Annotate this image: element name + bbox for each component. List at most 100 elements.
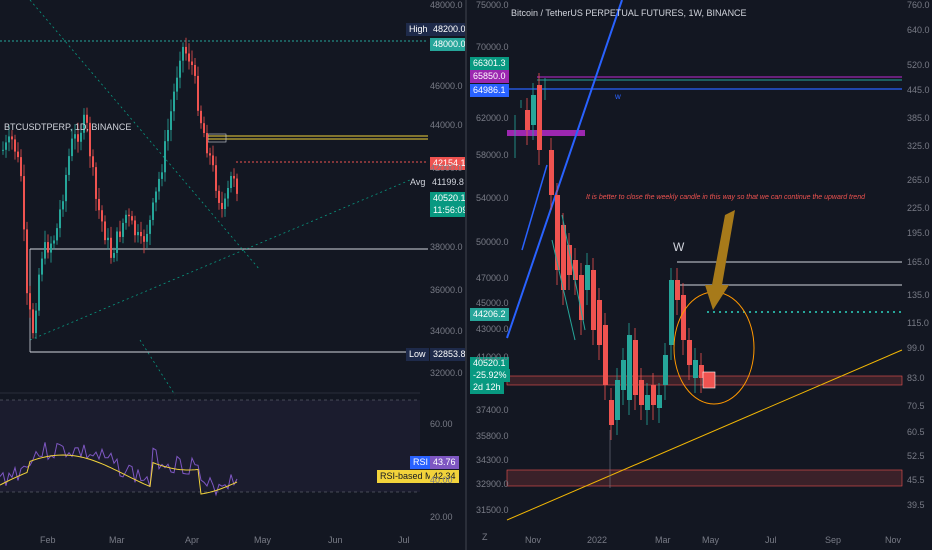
avg-label: Avg xyxy=(410,177,426,187)
candle-body xyxy=(155,191,157,203)
candle-body xyxy=(573,260,578,280)
candle-body xyxy=(188,53,190,62)
change-tag: -25.92% xyxy=(470,369,510,382)
left-time-axis-label: Mar xyxy=(109,535,125,545)
candle-body xyxy=(80,132,82,142)
candle-body xyxy=(71,138,73,157)
right-axis-label: 165.0 xyxy=(907,257,930,267)
level-42154-tag: 42154.1 xyxy=(430,157,465,170)
right-axis-label: 115.0 xyxy=(907,318,929,328)
left-chart-title: BTCUSDTPERP, 1D, BINANCE xyxy=(4,122,132,132)
left-chart-canvas[interactable] xyxy=(0,0,465,550)
rsi-ma-value-tag: 42.34 xyxy=(430,470,459,483)
candle-body xyxy=(203,123,205,133)
candle-body xyxy=(149,219,151,234)
right-axis-label: 195.0 xyxy=(907,228,930,238)
candle-body xyxy=(101,210,103,222)
candle-body xyxy=(5,142,7,150)
candle-body xyxy=(26,229,28,294)
right-axis-label: 83.0 xyxy=(907,373,925,383)
left-time-axis-label: Feb xyxy=(40,535,56,545)
candle-body xyxy=(173,91,175,112)
countdown-tag: 11:56:09 xyxy=(430,204,465,217)
candle-body xyxy=(597,300,602,345)
left-time-axis-label: May xyxy=(254,535,272,545)
right-time-axis-label: Nov xyxy=(885,535,902,545)
candle-body xyxy=(224,198,226,210)
candle-body xyxy=(609,400,614,425)
candle-body xyxy=(122,222,124,237)
right-chart-pane[interactable]: Bitcoin / TetherUS PERPETUAL FUTURES, 1W… xyxy=(467,0,932,550)
rsi-line xyxy=(0,442,238,497)
candle-body xyxy=(23,176,25,230)
candle-body xyxy=(158,178,160,192)
right-chart-canvas[interactable] xyxy=(467,0,932,550)
candle-body xyxy=(38,274,40,311)
candle-body xyxy=(68,156,70,175)
candle-body xyxy=(194,64,196,76)
candle-body xyxy=(236,178,238,194)
left-rsi-axis-label: 40.00 xyxy=(430,475,453,485)
dotted-trend-3 xyxy=(139,339,176,396)
candle-body xyxy=(152,202,154,220)
right-axis-label: 99.0 xyxy=(907,343,925,353)
candle-body xyxy=(531,95,536,125)
candle-body xyxy=(627,335,632,400)
candle-body xyxy=(681,295,686,340)
left-price-axis-label: 42000.0 xyxy=(430,163,463,173)
left-chart-pane[interactable]: BTCUSDTPERP, 1D, BINANCE High 48200.0 48… xyxy=(0,0,465,550)
right-time-axis-label: May xyxy=(702,535,720,545)
candle-body xyxy=(230,175,232,189)
left-price-axis-label: 36000.0 xyxy=(430,285,463,295)
left-price-axis-label: 44000.0 xyxy=(430,120,463,130)
dotted-trend-2 xyxy=(29,179,411,341)
right-axis-label: 60.5 xyxy=(907,427,925,437)
countdown-tag: 2d 12h xyxy=(470,381,504,394)
yellow-uptrend xyxy=(506,349,903,521)
candle-body xyxy=(669,280,674,345)
candle-body xyxy=(579,275,584,320)
candle-body xyxy=(65,174,67,202)
small-w-label: w xyxy=(615,92,621,101)
right-left-axis-label: 34300.0 xyxy=(476,455,509,465)
zoom-button[interactable]: Z xyxy=(482,532,488,542)
rsi-ma-line xyxy=(0,454,238,495)
candle-body xyxy=(125,214,127,223)
candle-body xyxy=(47,242,49,253)
left-price-axis-label: 38000.0 xyxy=(430,242,463,252)
candle-body xyxy=(131,216,133,221)
candle-body xyxy=(137,231,139,236)
candle-body xyxy=(197,75,199,111)
candle-body xyxy=(62,201,64,210)
right-left-axis-label: 31500.0 xyxy=(476,505,509,515)
candle-body xyxy=(143,236,145,242)
candle-body xyxy=(11,136,13,140)
right-axis-label: 70.5 xyxy=(907,401,925,411)
candle-body xyxy=(209,153,211,156)
candle-body xyxy=(645,395,650,410)
candle-body xyxy=(699,365,704,378)
candle-body xyxy=(585,265,590,290)
rsi-value-tag: 43.76 xyxy=(430,456,459,469)
candle-body xyxy=(32,309,34,334)
candle-body xyxy=(56,228,58,241)
avg-value: 41199.8 xyxy=(432,177,464,187)
candle-body xyxy=(8,136,10,143)
small-box xyxy=(207,133,227,143)
right-left-axis-label: 50000.0 xyxy=(476,237,509,247)
last-weekly-candle xyxy=(702,371,716,389)
candle-body xyxy=(95,167,97,199)
left-price-axis-label: 48000.0 xyxy=(430,0,463,10)
high-label-tag: High xyxy=(406,23,431,36)
dotted-trend-1 xyxy=(29,0,261,271)
candle-body xyxy=(134,220,136,236)
pane-divider[interactable] xyxy=(465,0,467,550)
candle-body xyxy=(98,198,100,211)
right-left-axis-label: 54000.0 xyxy=(476,193,509,203)
candle-body xyxy=(182,46,184,61)
candle-body xyxy=(179,60,181,78)
candle-body xyxy=(164,141,166,173)
candle-body xyxy=(14,139,16,152)
candle-body xyxy=(161,172,163,179)
candle-body xyxy=(185,46,187,54)
